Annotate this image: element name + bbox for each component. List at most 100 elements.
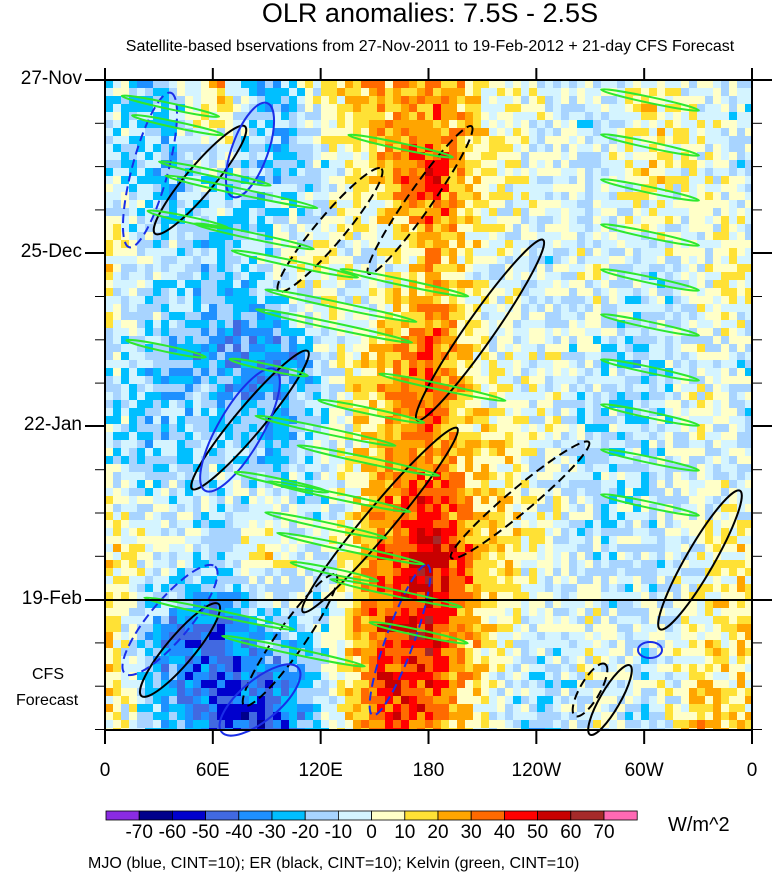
heatmap-cell xyxy=(521,392,530,401)
heatmap-cell xyxy=(585,200,594,209)
heatmap-cell xyxy=(257,456,266,465)
heatmap-cell xyxy=(465,568,474,577)
heatmap-cell xyxy=(329,512,338,521)
heatmap-cell xyxy=(105,552,114,561)
heatmap-cell xyxy=(721,480,730,489)
heatmap-cell xyxy=(737,120,746,129)
heatmap-cell xyxy=(209,136,218,145)
heatmap-cell xyxy=(689,128,698,137)
heatmap-cell xyxy=(305,544,314,553)
heatmap-cell xyxy=(217,376,226,385)
heatmap-cell xyxy=(353,336,362,345)
heatmap-cell xyxy=(105,328,114,337)
heatmap-cell xyxy=(417,456,426,465)
heatmap-cell xyxy=(361,296,370,305)
heatmap-cell xyxy=(449,96,458,105)
heatmap-cell xyxy=(353,544,362,553)
heatmap-cell xyxy=(601,384,610,393)
heatmap-cell xyxy=(617,536,626,545)
heatmap-cell xyxy=(537,440,546,449)
heatmap-cell xyxy=(369,352,378,361)
heatmap-cell xyxy=(545,232,554,241)
heatmap-cell xyxy=(313,160,322,169)
heatmap-cell xyxy=(297,552,306,561)
heatmap-cell xyxy=(121,304,130,313)
heatmap-cell xyxy=(321,192,330,201)
heatmap-cell xyxy=(433,488,442,497)
heatmap-cell xyxy=(601,120,610,129)
heatmap-cell xyxy=(177,336,186,345)
heatmap-cell xyxy=(281,544,290,553)
heatmap-cell xyxy=(457,160,466,169)
heatmap-cell xyxy=(649,288,658,297)
heatmap-cell xyxy=(105,232,114,241)
heatmap-cell xyxy=(137,104,146,113)
heatmap-cell xyxy=(745,480,753,489)
heatmap-cell xyxy=(209,384,218,393)
heatmap-cell xyxy=(369,224,378,233)
heatmap-cell xyxy=(665,560,674,569)
heatmap-cell xyxy=(129,296,138,305)
heatmap-cell xyxy=(281,176,290,185)
heatmap-cell xyxy=(561,112,570,121)
heatmap-cell xyxy=(313,368,322,377)
heatmap-cell xyxy=(297,512,306,521)
heatmap-cell xyxy=(649,464,658,473)
heatmap-cell xyxy=(729,440,738,449)
heatmap-cell xyxy=(121,440,130,449)
heatmap-cell xyxy=(505,112,514,121)
heatmap-cell xyxy=(737,384,746,393)
heatmap-cell xyxy=(129,264,138,273)
heatmap-cell xyxy=(353,464,362,473)
heatmap-cell xyxy=(745,104,753,113)
heatmap-cell xyxy=(281,536,290,545)
heatmap-cell xyxy=(721,272,730,281)
heatmap-cell xyxy=(401,216,410,225)
heatmap-cell xyxy=(321,504,330,513)
heatmap-cell xyxy=(505,184,514,193)
heatmap-cell xyxy=(329,264,338,273)
heatmap-cell xyxy=(137,424,146,433)
heatmap-cell xyxy=(337,456,346,465)
heatmap-cell xyxy=(137,376,146,385)
heatmap-cell xyxy=(393,248,402,257)
heatmap-cell xyxy=(241,512,250,521)
heatmap-cell xyxy=(401,528,410,537)
heatmap-cell xyxy=(161,80,170,89)
heatmap-cell xyxy=(385,80,394,89)
heatmap-cell xyxy=(201,168,210,177)
heatmap-cell xyxy=(497,472,506,481)
heatmap-cell xyxy=(305,184,314,193)
heatmap-cell xyxy=(297,448,306,457)
heatmap-cell xyxy=(745,416,753,425)
heatmap-cell xyxy=(633,176,642,185)
heatmap-cell xyxy=(737,312,746,321)
heatmap-cell xyxy=(313,432,322,441)
heatmap-cell xyxy=(289,112,298,121)
heatmap-cell xyxy=(505,168,514,177)
heatmap-cell xyxy=(177,456,186,465)
heatmap-cell xyxy=(489,88,498,97)
heatmap-cell xyxy=(105,272,114,281)
heatmap-cell xyxy=(137,200,146,209)
heatmap-cell xyxy=(417,192,426,201)
heatmap-cell xyxy=(433,280,442,289)
heatmap-cell xyxy=(577,176,586,185)
heatmap-cell xyxy=(513,344,522,353)
heatmap-cell xyxy=(393,136,402,145)
heatmap-cell xyxy=(521,160,530,169)
heatmap-cell xyxy=(385,368,394,377)
heatmap-cell xyxy=(233,280,242,289)
heatmap-cell xyxy=(209,96,218,105)
heatmap-cell xyxy=(289,160,298,169)
heatmap-cell xyxy=(689,120,698,129)
heatmap-cell xyxy=(297,96,306,105)
heatmap-cell xyxy=(305,360,314,369)
heatmap-cell xyxy=(721,488,730,497)
heatmap-cell xyxy=(161,264,170,273)
heatmap-cell xyxy=(129,240,138,249)
heatmap-cell xyxy=(161,184,170,193)
heatmap-cell xyxy=(641,352,650,361)
heatmap-cell xyxy=(689,312,698,321)
heatmap-cell xyxy=(329,416,338,425)
